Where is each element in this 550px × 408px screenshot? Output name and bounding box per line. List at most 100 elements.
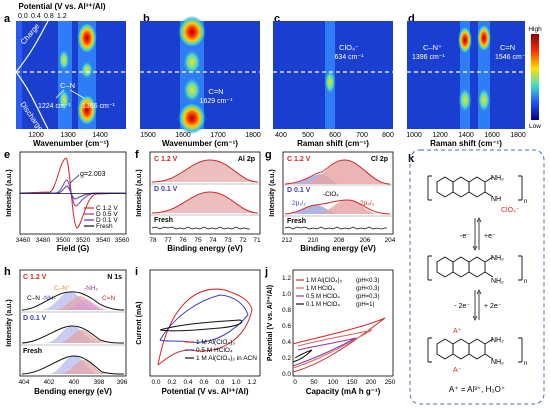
x-tick: 1600 — [484, 132, 500, 139]
state-label: D 0.1 V — [154, 186, 178, 193]
gcd-curve — [292, 349, 313, 363]
state-label: C 1.2 V — [287, 156, 311, 163]
panel-d: d C–N⁺ 1396 cm⁻¹ C=N 1546 cm⁻¹ High Low … — [406, 13, 542, 148]
bond — [484, 256, 494, 278]
x-tick: 3500 — [56, 237, 71, 244]
bond — [484, 176, 494, 198]
peak-label-2p12: 2p₁/₂ — [292, 200, 306, 207]
state-label: Fresh — [23, 348, 42, 355]
bracket-right — [518, 337, 523, 363]
x-tick: 1.2 — [247, 379, 256, 386]
legend-label: 1 M Al(ClO₄)₃ in ACN — [196, 355, 257, 362]
anion-label: ClO₄⁻ — [501, 207, 520, 214]
ring — [452, 256, 470, 278]
hotspot — [77, 22, 97, 54]
x-ticks: 0 50 100 150 200 250 — [293, 379, 396, 386]
fit-area — [152, 192, 258, 213]
potential-curve — [15, 20, 49, 73]
panel-j: j Potential (V vs. Al³⁺/Al) 0.0 0.2 0.4 … — [264, 266, 396, 396]
fit-curve — [151, 159, 259, 183]
panel-letter: k — [408, 153, 415, 165]
nh-label: NH — [491, 196, 501, 203]
panel-letter: f — [135, 149, 139, 161]
x-axis-label: Binding energy (eV) — [300, 244, 376, 253]
legend-ph: (pH=1) — [356, 302, 375, 308]
legend-label: D 0.5 V — [96, 211, 118, 218]
peak-label: 634 cm⁻¹ — [335, 54, 365, 61]
y-axis-label: Current (mA) — [136, 301, 143, 344]
peak-label: -NH- — [42, 295, 56, 302]
x-ticks: 404 402 400 398 396 — [19, 379, 128, 386]
panel-g: g Intensity (a.u.) Cl 2p C 1.2 V D 0.1 V… — [265, 149, 396, 253]
bracket-left — [427, 255, 432, 281]
state-label: C 1.2 V — [23, 274, 47, 281]
x-tick: 0.0 — [151, 379, 160, 386]
y-tick: 0.0 — [282, 371, 291, 378]
x-tick: 206 — [360, 237, 371, 244]
fit-area — [65, 300, 110, 310]
bracket-left — [427, 337, 432, 363]
x-tick: 1000 — [406, 132, 422, 139]
gcd-curve — [292, 317, 386, 373]
panel-h: h Intensity (a.u.) C 1.2 V N 1s C–N⁺ -NH… — [4, 266, 128, 396]
plot-frame — [149, 269, 261, 377]
plot-frame — [292, 269, 394, 377]
top-tick: 0.4 — [31, 13, 41, 20]
colorbar-high: High — [528, 26, 542, 33]
y-axis-label: Intensity (a.u.) — [136, 169, 143, 216]
nh2-label: NH₂ — [491, 359, 504, 366]
legend: 1 M Al(ClO₄)₃ 0.5 M HClO₄ 1 M Al(ClO₄)₃ … — [185, 339, 257, 362]
x-tick: 73 — [224, 237, 232, 244]
x-ticks: 1000 1200 1400 1600 1800 — [406, 132, 526, 139]
scheme-box — [409, 149, 545, 405]
fit-area — [315, 200, 380, 214]
x-axis-label: Bending energy (eV) — [34, 387, 112, 396]
legend: C 1.2 V D 0.5 V D 0.1 V Fresh — [84, 205, 118, 230]
x-tick: 1200 — [28, 132, 44, 139]
legend-label: 0.1 M HClO₄ — [306, 302, 340, 308]
hotspot — [324, 68, 336, 96]
core-level-title: Al 2p — [238, 156, 255, 163]
y-tick: 0.6 — [282, 323, 291, 330]
electron-label: -e⁻ — [460, 233, 470, 240]
y-axis-label: Intensity (a.u.) — [6, 169, 13, 216]
cn-label: C–N — [60, 81, 75, 90]
hotspot — [182, 48, 202, 76]
gcd-curve — [292, 337, 357, 367]
x-tick: 204 — [385, 237, 396, 244]
x-axis-label: Potential (V vs. Al³⁺/Al) — [161, 387, 248, 396]
hotspot — [477, 24, 491, 52]
panel-a: a Potential (V vs. Al³⁺/Al) 0.0 0.4 0.8 … — [4, 2, 126, 148]
arrowhead — [472, 245, 478, 251]
peak-name: C=N — [500, 43, 515, 52]
x-tick: 210 — [308, 237, 319, 244]
y-tick: 0.8 — [282, 307, 291, 314]
panel-letter: g — [265, 149, 272, 161]
y-axis-label: Intensity (a.u.) — [6, 299, 13, 346]
x-tick: 402 — [44, 379, 55, 386]
y-tick: 1.0 — [282, 291, 291, 298]
x-tick: 404 — [19, 379, 30, 386]
x-tick: 1800 — [245, 132, 261, 139]
core-level-title: N 1s — [107, 274, 122, 281]
heatmap-band — [58, 21, 72, 129]
hotspot — [77, 94, 97, 126]
heatmap-band — [16, 21, 22, 129]
x-tick: 76 — [179, 237, 187, 244]
g-value: g=2.003 — [80, 171, 106, 178]
ring — [468, 256, 486, 278]
x-ticks: 1500 1600 1700 1800 — [140, 132, 261, 139]
fit-curve — [284, 159, 391, 185]
top-tick: 1.2 — [57, 13, 67, 20]
x-tick: 0 — [293, 379, 297, 386]
x-axis-label: Binding energy (eV) — [167, 244, 243, 253]
cv-curve — [159, 319, 243, 332]
x-tick: 71 — [253, 237, 261, 244]
arrowhead — [476, 289, 482, 295]
x-tick: 72 — [239, 237, 247, 244]
fit-area — [58, 330, 108, 343]
x-tick: 212 — [282, 237, 293, 244]
hotspot — [178, 16, 206, 48]
x-tick: 1.0 — [231, 379, 240, 386]
x-tick: 3560 — [115, 237, 130, 244]
